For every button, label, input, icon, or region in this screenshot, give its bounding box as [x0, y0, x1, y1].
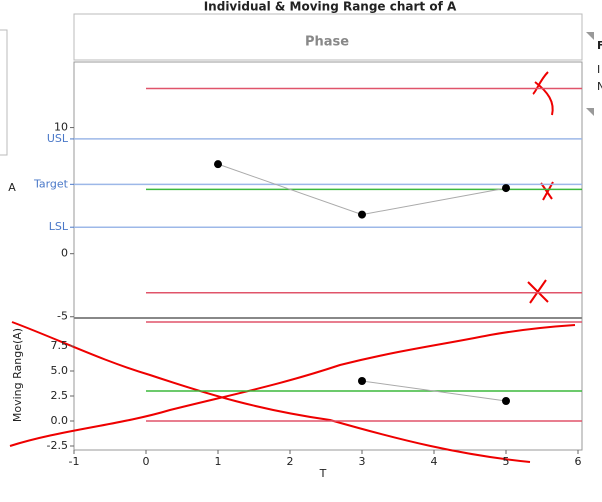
phase-label: Phase	[305, 35, 349, 50]
annotations	[9, 71, 576, 463]
point	[214, 160, 222, 169]
x-tick-label: 3	[359, 455, 366, 468]
spec-label: LSL	[49, 220, 69, 233]
y-tick-label: -5	[57, 310, 68, 323]
connector	[361, 380, 507, 402]
point	[358, 210, 366, 219]
y-axis-label: A	[8, 181, 16, 194]
y-tick-label: -2.5	[47, 439, 68, 452]
y-tick-label: 5.0	[51, 364, 69, 377]
spec-label: Target	[33, 177, 69, 190]
side-text: I	[597, 63, 600, 76]
point	[502, 184, 510, 193]
x-tick-label: 6	[575, 455, 582, 468]
y-tick-label: 0	[61, 247, 68, 260]
y-tick-label: 2.5	[51, 389, 69, 402]
y-axis-label: Moving Range(A)	[11, 328, 24, 422]
x-tick-label: 4	[431, 455, 438, 468]
x-tick-label: 5	[503, 455, 510, 468]
y-tick-label: 10	[54, 121, 68, 134]
phase-header	[73, 13, 583, 61]
side-text: F	[597, 39, 602, 52]
disclosure-icons	[586, 32, 594, 116]
point	[502, 397, 510, 405]
y-tick-label: 7.5	[51, 339, 69, 352]
x-axis-label: T	[319, 467, 327, 480]
side-box	[0, 29, 8, 156]
side-text: N	[597, 80, 602, 93]
lower-frame	[73, 317, 583, 451]
x-tick-label: 0	[143, 455, 150, 468]
x-tick-label: 2	[287, 455, 294, 468]
y-tick-label: 0.0	[51, 414, 69, 427]
chart-title: Individual & Moving Range chart of A	[204, 0, 457, 14]
x-tick-label: 1	[215, 455, 222, 468]
spec-label: USL	[47, 132, 69, 145]
x-tick-label: -1	[69, 455, 80, 468]
point	[358, 377, 366, 385]
